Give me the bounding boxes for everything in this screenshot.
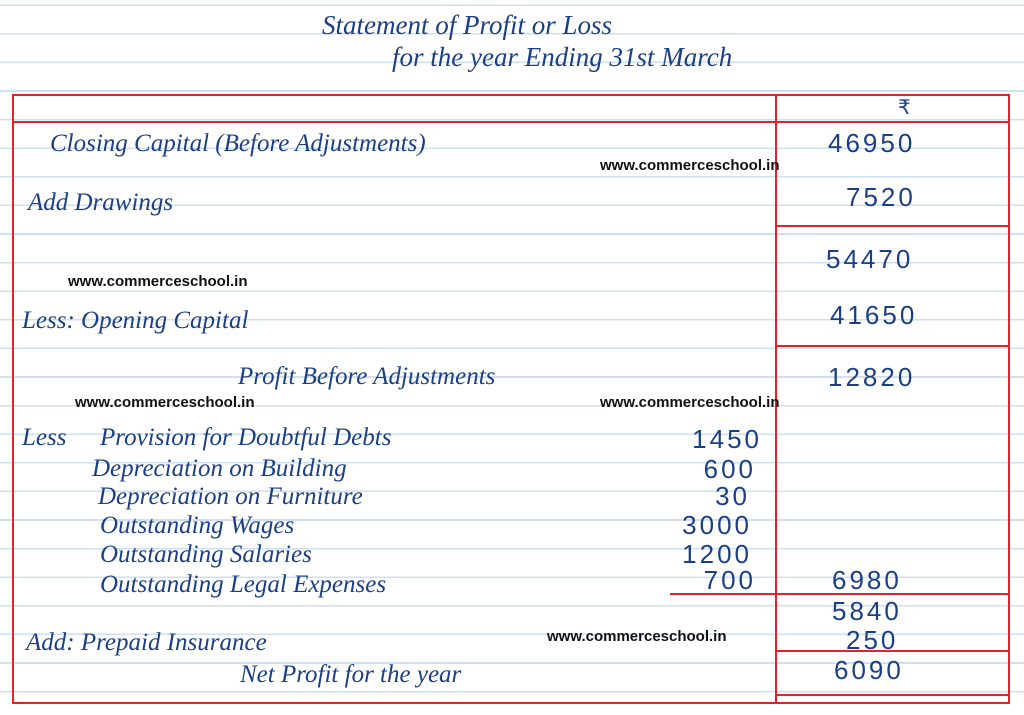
title-line1: Statement of Profit or Loss: [322, 10, 613, 40]
adjustment-amount: 700: [703, 565, 756, 595]
net-profit-label: Net Profit for the year: [240, 661, 462, 688]
closing-capital-amount: 46950: [828, 128, 916, 158]
less-opening-label: Less: Opening Capital: [22, 307, 249, 334]
less-opening-amount: 41650: [830, 300, 918, 330]
adjustment-label: Depreciation on Building: [92, 455, 347, 482]
profit-before-amount: 12820: [828, 362, 916, 392]
adjustment-amount: 1450: [692, 424, 762, 454]
profit-before-label: Profit Before Adjustments: [238, 363, 496, 390]
add-prepaid-amount: 250: [846, 625, 899, 655]
watermark: www.commerceschool.in: [600, 394, 780, 411]
subtotal-rule-1: [775, 225, 1010, 227]
watermark: www.commerceschool.in: [600, 157, 780, 174]
closing-capital-label: Closing Capital (Before Adjustments): [50, 130, 426, 157]
adjustment-label: Outstanding Legal Expenses: [100, 571, 387, 598]
less-prefix: Less: [22, 424, 67, 451]
subtotal1-amount: 54470: [826, 244, 914, 274]
subtotal-rule-2: [775, 345, 1010, 347]
table-border-left: [12, 94, 14, 704]
add-prepaid-label: Add: Prepaid Insurance: [26, 629, 267, 656]
table-border-top: [12, 94, 1010, 96]
net-profit-amount: 6090: [834, 655, 904, 685]
add-drawings-label: Add Drawings: [28, 189, 174, 216]
currency-header: ₹: [898, 97, 914, 119]
adjustment-label: Depreciation on Furniture: [98, 483, 363, 510]
add-drawings-amount: 7520: [846, 182, 916, 212]
adjustment-amount: 3000: [682, 510, 752, 540]
adjustment-amount: 30: [715, 481, 750, 511]
watermark: www.commerceschool.in: [547, 628, 727, 645]
table-border-bottom: [12, 702, 1010, 704]
header-rule: [12, 121, 1010, 123]
column-divider: [775, 94, 777, 704]
watermark: www.commerceschool.in: [68, 273, 248, 290]
adjustment-amount: 1200: [682, 539, 752, 569]
title-line2: for the year Ending 31st March: [392, 42, 733, 72]
table-border-right: [1008, 94, 1010, 704]
watermark: www.commerceschool.in: [75, 394, 255, 411]
adjustment-label: Outstanding Salaries: [100, 541, 312, 568]
total-rule: [775, 694, 1010, 696]
subtotal2-amount: 5840: [832, 596, 902, 626]
subtotal-rule-3: [775, 650, 1010, 652]
adjustment-label: Provision for Doubtful Debts: [100, 424, 392, 451]
adjustment-label: Outstanding Wages: [100, 512, 295, 539]
adjustment-amount: 600: [703, 454, 756, 484]
adjustments-total: 6980: [832, 565, 902, 595]
adjustments-rule: [670, 593, 1010, 595]
